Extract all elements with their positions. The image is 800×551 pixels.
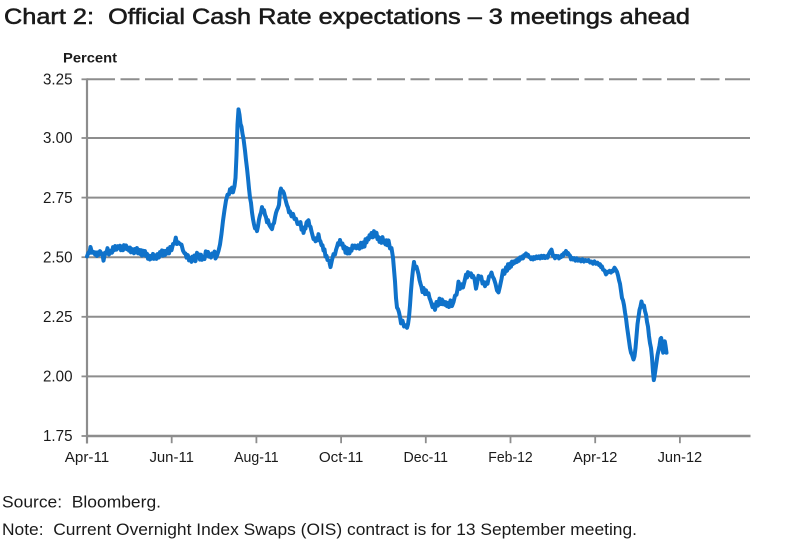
svg-text:Aug-11: Aug-11 — [234, 449, 279, 466]
svg-text:Apr-11: Apr-11 — [65, 449, 110, 466]
svg-text:3.25: 3.25 — [43, 72, 73, 89]
svg-text:1.75: 1.75 — [43, 428, 73, 445]
svg-text:Chart 2: Official Cash Rate e: Chart 2: Official Cash Rate expectations… — [4, 4, 690, 29]
svg-text:Note: Current Overnight Index: Note: Current Overnight Index Swaps (OIS… — [2, 521, 637, 539]
svg-text:Dec-11: Dec-11 — [404, 449, 449, 466]
svg-text:Feb-12: Feb-12 — [488, 449, 533, 466]
svg-text:Percent: Percent — [63, 49, 117, 65]
svg-text:Jun-12: Jun-12 — [658, 449, 703, 466]
svg-text:2.00: 2.00 — [43, 369, 73, 386]
svg-text:Jun-11: Jun-11 — [149, 449, 194, 466]
svg-text:2.75: 2.75 — [43, 190, 73, 207]
svg-text:2.50: 2.50 — [43, 249, 73, 266]
svg-text:Oct-11: Oct-11 — [319, 449, 364, 466]
svg-text:2.25: 2.25 — [43, 309, 73, 326]
svg-text:Apr-12: Apr-12 — [573, 449, 618, 466]
svg-text:Source: Bloomberg.: Source: Bloomberg. — [2, 494, 161, 512]
svg-text:3.00: 3.00 — [43, 130, 73, 147]
